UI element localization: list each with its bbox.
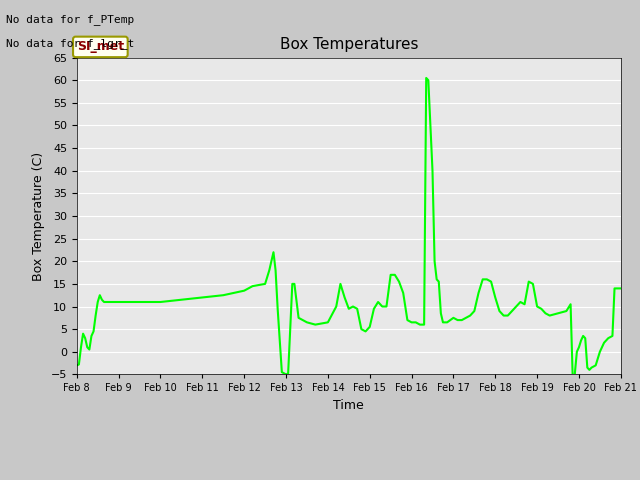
X-axis label: Time: Time xyxy=(333,399,364,412)
Text: No data for f_PTemp: No data for f_PTemp xyxy=(6,14,134,25)
Title: Box Temperatures: Box Temperatures xyxy=(280,37,418,52)
Text: No data for f_lgr_t: No data for f_lgr_t xyxy=(6,38,134,49)
Legend: Tower Air T: Tower Air T xyxy=(292,478,406,480)
Y-axis label: Box Temperature (C): Box Temperature (C) xyxy=(32,151,45,281)
Text: SI_met: SI_met xyxy=(77,40,124,53)
